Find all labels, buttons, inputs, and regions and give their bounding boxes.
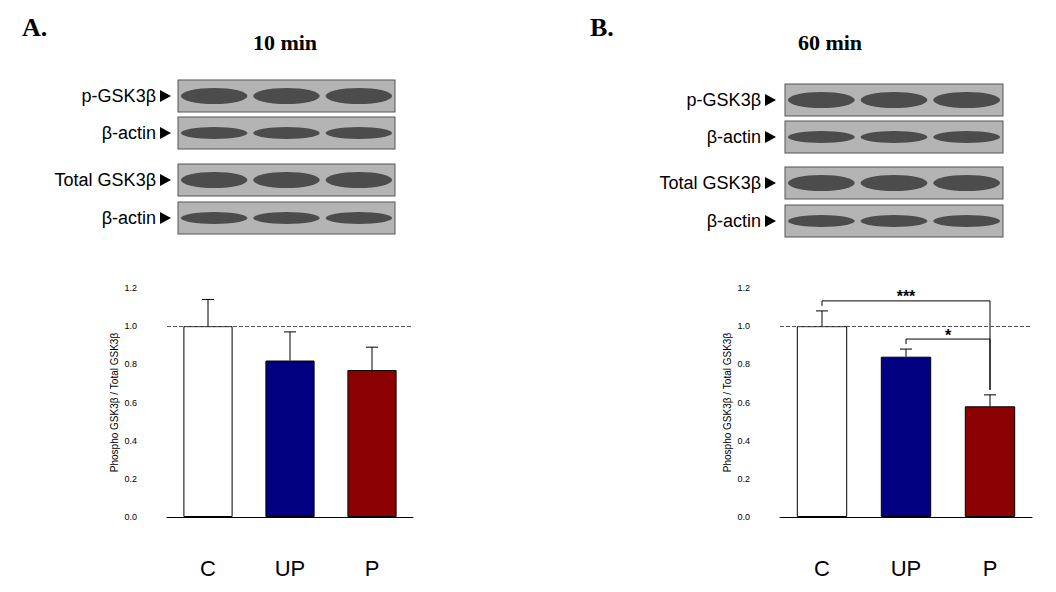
svg-text:60 min: 60 min (798, 30, 862, 55)
svg-text:C: C (814, 556, 830, 581)
svg-text:A.: A. (22, 13, 47, 42)
svg-text:1.0: 1.0 (737, 321, 750, 331)
svg-text:Total GSK3β: Total GSK3β (660, 173, 761, 193)
svg-text:0.8: 0.8 (124, 359, 137, 369)
svg-text:0.6: 0.6 (124, 398, 137, 408)
svg-text:P: P (983, 556, 998, 581)
svg-text:10 min: 10 min (253, 30, 317, 55)
svg-text:1.2: 1.2 (124, 283, 137, 293)
svg-text:p-GSK3β: p-GSK3β (82, 86, 156, 106)
svg-text:C: C (200, 556, 216, 581)
svg-text:0.8: 0.8 (737, 359, 750, 369)
svg-text:β-actin: β-actin (102, 208, 156, 228)
svg-text:0.4: 0.4 (737, 436, 750, 446)
svg-text:1.2: 1.2 (737, 283, 750, 293)
svg-text:UP: UP (891, 556, 922, 581)
svg-text:Total GSK3β: Total GSK3β (55, 170, 156, 190)
svg-text:0.6: 0.6 (737, 398, 750, 408)
svg-text:β-actin: β-actin (102, 123, 156, 143)
svg-text:0.2: 0.2 (737, 474, 750, 484)
svg-text:UP: UP (275, 556, 306, 581)
svg-text:***: *** (897, 288, 916, 305)
svg-text:Phospho GSK3β / Total GSK3β: Phospho GSK3β / Total GSK3β (109, 333, 120, 473)
svg-text:Phospho GSK3β / Total GSK3β: Phospho GSK3β / Total GSK3β (722, 333, 733, 473)
svg-text:B.: B. (590, 13, 614, 42)
svg-text:*: * (945, 327, 952, 344)
svg-text:p-GSK3β: p-GSK3β (687, 90, 761, 110)
svg-text:β-actin: β-actin (707, 211, 761, 231)
svg-text:0.2: 0.2 (124, 474, 137, 484)
svg-text:0.0: 0.0 (737, 512, 750, 522)
svg-text:0.4: 0.4 (124, 436, 137, 446)
svg-text:P: P (365, 556, 380, 581)
svg-text:1.0: 1.0 (124, 321, 137, 331)
svg-text:β-actin: β-actin (707, 127, 761, 147)
svg-text:0.0: 0.0 (124, 512, 137, 522)
